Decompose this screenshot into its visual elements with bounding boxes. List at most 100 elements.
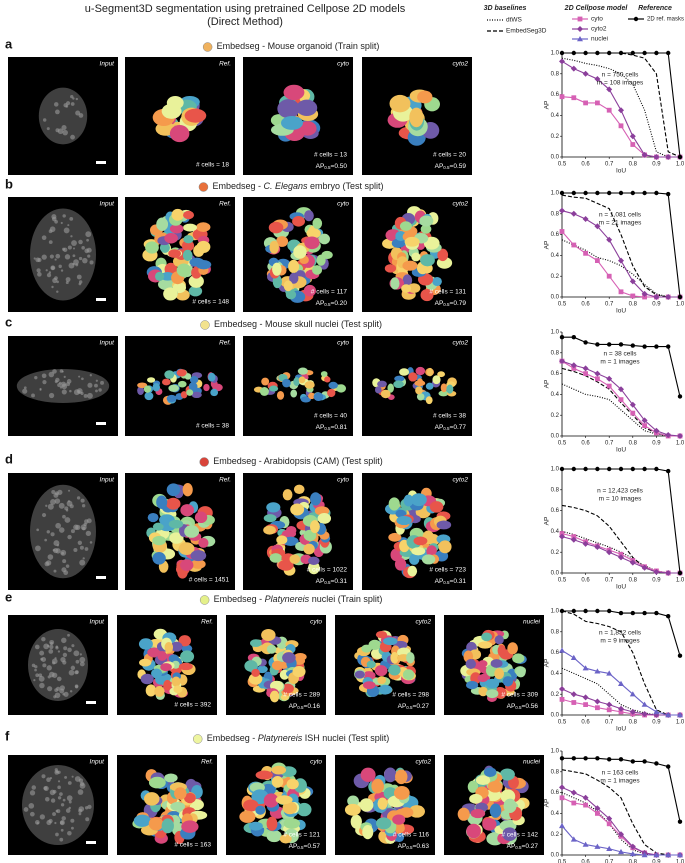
- data-point: [571, 190, 576, 196]
- data-point: [629, 843, 636, 850]
- mask-segment: [166, 497, 181, 510]
- input-speckle: [79, 653, 83, 656]
- mask-segment: [210, 388, 219, 397]
- input-speckle: [45, 269, 48, 272]
- data-point: [642, 759, 647, 764]
- legend-marker: [633, 16, 639, 22]
- input-speckle: [39, 814, 45, 820]
- mask-segment: [389, 94, 411, 113]
- data-point: [595, 190, 600, 196]
- mask-segment: [402, 260, 418, 271]
- input-speckle: [36, 821, 39, 825]
- mask-segment: [182, 482, 193, 497]
- input-speckle: [77, 540, 83, 545]
- y-tick-label: 0.4: [551, 253, 560, 259]
- input-speckle: [60, 221, 63, 225]
- series-line: [561, 383, 680, 437]
- ap-score: AP0.5=0.20: [316, 300, 348, 307]
- input-speckle: [89, 260, 94, 265]
- input-speckle: [58, 527, 65, 533]
- ap-score: AP0.5=0.27: [398, 703, 430, 710]
- y-tick-label: 0.0: [551, 434, 560, 440]
- ap-rest: =0.50: [331, 163, 348, 170]
- input-speckle: [56, 544, 60, 547]
- panel-label: Input: [100, 61, 116, 68]
- input-speckle: [55, 646, 59, 650]
- data-point: [606, 383, 612, 389]
- input-speckle: [72, 97, 75, 100]
- data-point: [582, 365, 589, 372]
- y-tick-label: 0.6: [551, 232, 560, 238]
- mask-segment: [178, 662, 193, 671]
- input-speckle: [52, 812, 57, 816]
- data-point: [571, 608, 576, 614]
- input-speckle: [75, 659, 80, 664]
- mask-segment: [308, 561, 320, 575]
- scale-bar: [96, 576, 106, 579]
- data-point: [595, 608, 600, 614]
- data-point: [641, 417, 648, 424]
- data-point: [607, 757, 612, 762]
- input-speckle: [66, 795, 73, 802]
- input-speckle: [49, 789, 56, 796]
- row-title-part: Embedseg - Arabidopsis (CAM) (Test split…: [213, 456, 383, 466]
- mask-segment: [188, 285, 203, 297]
- mask-segment: [261, 628, 276, 642]
- x-axis-label: IoU: [616, 726, 626, 733]
- panel-label: Ref.: [219, 340, 231, 347]
- panel-label: nuclei: [523, 619, 541, 626]
- row-title: Embedseg - C. Elegans embryo (Test split…: [212, 181, 383, 191]
- data-point: [571, 756, 576, 761]
- data-point: [629, 401, 636, 408]
- data-point: [642, 50, 647, 56]
- data-point: [559, 94, 565, 100]
- input-speckle: [66, 500, 73, 507]
- y-axis-label: AP: [544, 101, 551, 110]
- data-point: [629, 691, 636, 697]
- mask-segment: [144, 391, 154, 401]
- input-speckle: [46, 644, 50, 648]
- data-point: [606, 821, 612, 827]
- row-dot: [198, 182, 209, 192]
- y-tick-label: 0.4: [551, 113, 560, 119]
- input-speckle: [64, 517, 71, 523]
- mask-segment: [156, 495, 168, 509]
- mask-segment: [250, 639, 262, 647]
- input-speckle: [47, 554, 54, 560]
- row-dot: [192, 734, 203, 744]
- cell-count: # cells = 163: [174, 842, 211, 849]
- input-speckle: [49, 671, 55, 678]
- input-speckle: [69, 216, 74, 221]
- mask-segment: [188, 274, 204, 288]
- mask-segment: [289, 272, 299, 284]
- input-speckle: [70, 102, 75, 106]
- y-axis-label: AP: [544, 799, 551, 808]
- input-speckle: [84, 547, 89, 551]
- mask-segment: [419, 215, 434, 227]
- mask-segment: [483, 767, 497, 777]
- mask-segment: [181, 240, 195, 252]
- input-speckle: [65, 564, 70, 568]
- ap-text: AP: [289, 843, 298, 850]
- mask-segment: [426, 545, 437, 558]
- input-speckle: [60, 269, 64, 272]
- mask-segment: [413, 536, 428, 546]
- chart-annotation: n = 163 cells: [602, 770, 639, 777]
- row-title: Embedseg - Platynereis ISH nuclei (Test …: [207, 733, 390, 743]
- data-point: [594, 668, 601, 674]
- row-title: Embedseg - Mouse skull nuclei (Test spli…: [214, 319, 382, 329]
- data-point: [666, 50, 671, 56]
- mask-segment: [147, 377, 156, 383]
- ap-sub: 0.5: [515, 705, 522, 710]
- input-speckle: [66, 382, 71, 387]
- ap-rest: =0.59: [450, 163, 467, 170]
- mask-segment: [478, 641, 493, 649]
- mask-segment: [268, 221, 284, 234]
- input-speckle: [74, 684, 79, 688]
- input-speckle: [46, 530, 50, 534]
- input-speckle: [60, 820, 64, 825]
- panel-label: Input: [100, 201, 116, 208]
- data-point: [629, 559, 636, 566]
- input-speckle: [49, 254, 54, 259]
